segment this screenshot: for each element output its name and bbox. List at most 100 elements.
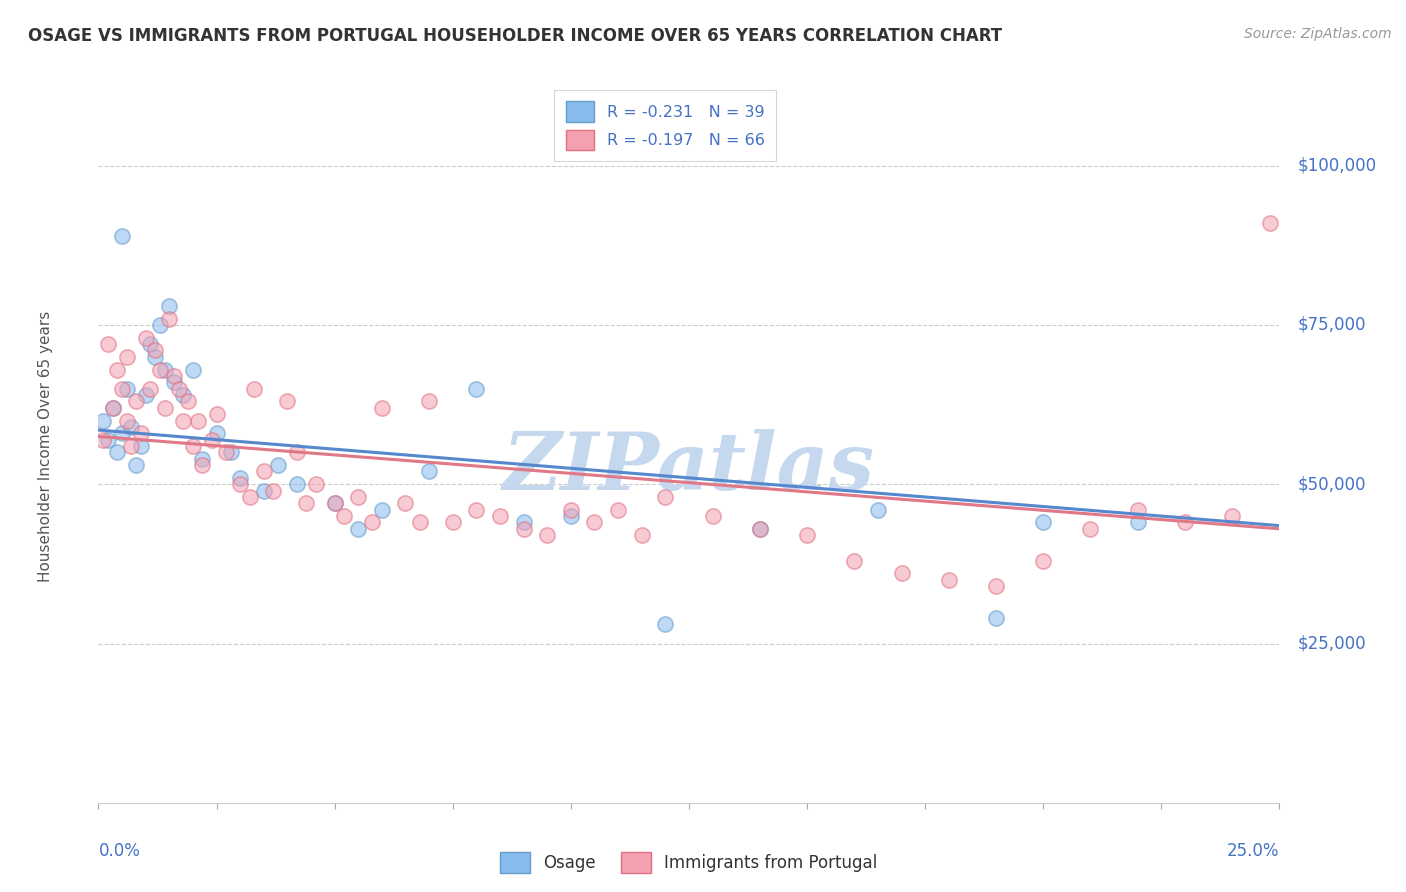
Text: ZIPatlas: ZIPatlas [503,429,875,506]
Point [253,465,276,479]
Text: $100,000: $100,000 [1298,157,1376,175]
Point [187,413,209,427]
Point [1126,516,1149,530]
Point [512,522,534,536]
Point [181,362,204,376]
Point [172,413,194,427]
Point [219,445,242,459]
Point [167,382,190,396]
Point [157,311,180,326]
Point [91,413,114,427]
Point [1220,509,1243,524]
Point [512,516,534,530]
Point [229,471,252,485]
Point [115,382,138,396]
Point [205,426,228,441]
Point [101,401,124,415]
Text: $75,000: $75,000 [1298,316,1365,334]
Point [105,362,128,376]
Point [111,382,134,396]
Point [323,496,346,510]
Point [143,350,166,364]
Point [191,458,214,472]
Point [149,318,172,332]
Point [489,509,512,524]
Point [267,458,290,472]
Point [607,502,630,516]
Point [1032,554,1054,568]
Point [135,388,157,402]
Point [844,554,866,568]
Point [347,522,370,536]
Point [347,490,370,504]
Point [191,451,214,466]
Point [129,439,152,453]
Point [125,394,148,409]
Point [748,522,770,536]
Point [984,579,1007,593]
Point [111,426,134,441]
Point [418,394,440,409]
Point [129,426,152,441]
Text: 0.0%: 0.0% [98,842,141,860]
Point [702,509,724,524]
Point [239,490,262,504]
Point [97,433,120,447]
Point [229,477,252,491]
Point [536,528,558,542]
Point [121,439,143,453]
Point [654,617,676,632]
Text: 25.0%: 25.0% [1227,842,1279,860]
Point [201,433,224,447]
Point [285,445,308,459]
Point [654,490,676,504]
Point [181,439,204,453]
Point [139,382,162,396]
Point [1032,516,1054,530]
Point [285,477,308,491]
Point [115,350,138,364]
Point [135,331,157,345]
Point [984,611,1007,625]
Point [465,502,488,516]
Point [866,502,889,516]
Point [121,420,143,434]
Point [91,433,114,447]
Point [243,382,266,396]
Point [323,496,346,510]
Point [153,401,176,415]
Point [205,407,228,421]
Text: Source: ZipAtlas.com: Source: ZipAtlas.com [1244,27,1392,41]
Point [890,566,912,581]
Point [262,483,284,498]
Point [157,299,180,313]
Point [115,413,138,427]
Point [163,368,186,383]
Point [630,528,652,542]
Point [215,445,238,459]
Point [938,573,960,587]
Point [1258,216,1281,230]
Legend: Osage, Immigrants from Portugal: Osage, Immigrants from Portugal [494,846,884,880]
Point [143,343,166,358]
Point [253,483,276,498]
Point [394,496,416,510]
Point [177,394,200,409]
Point [560,509,582,524]
Point [276,394,298,409]
Point [1174,516,1197,530]
Point [371,401,394,415]
Point [153,362,176,376]
Point [139,337,162,351]
Point [1080,522,1102,536]
Point [1126,502,1149,516]
Point [305,477,328,491]
Text: OSAGE VS IMMIGRANTS FROM PORTUGAL HOUSEHOLDER INCOME OVER 65 YEARS CORRELATION C: OSAGE VS IMMIGRANTS FROM PORTUGAL HOUSEH… [28,27,1002,45]
Point [583,516,606,530]
Point [465,382,488,396]
Point [295,496,318,510]
Point [172,388,194,402]
Point [105,445,128,459]
Point [361,516,384,530]
Point [333,509,356,524]
